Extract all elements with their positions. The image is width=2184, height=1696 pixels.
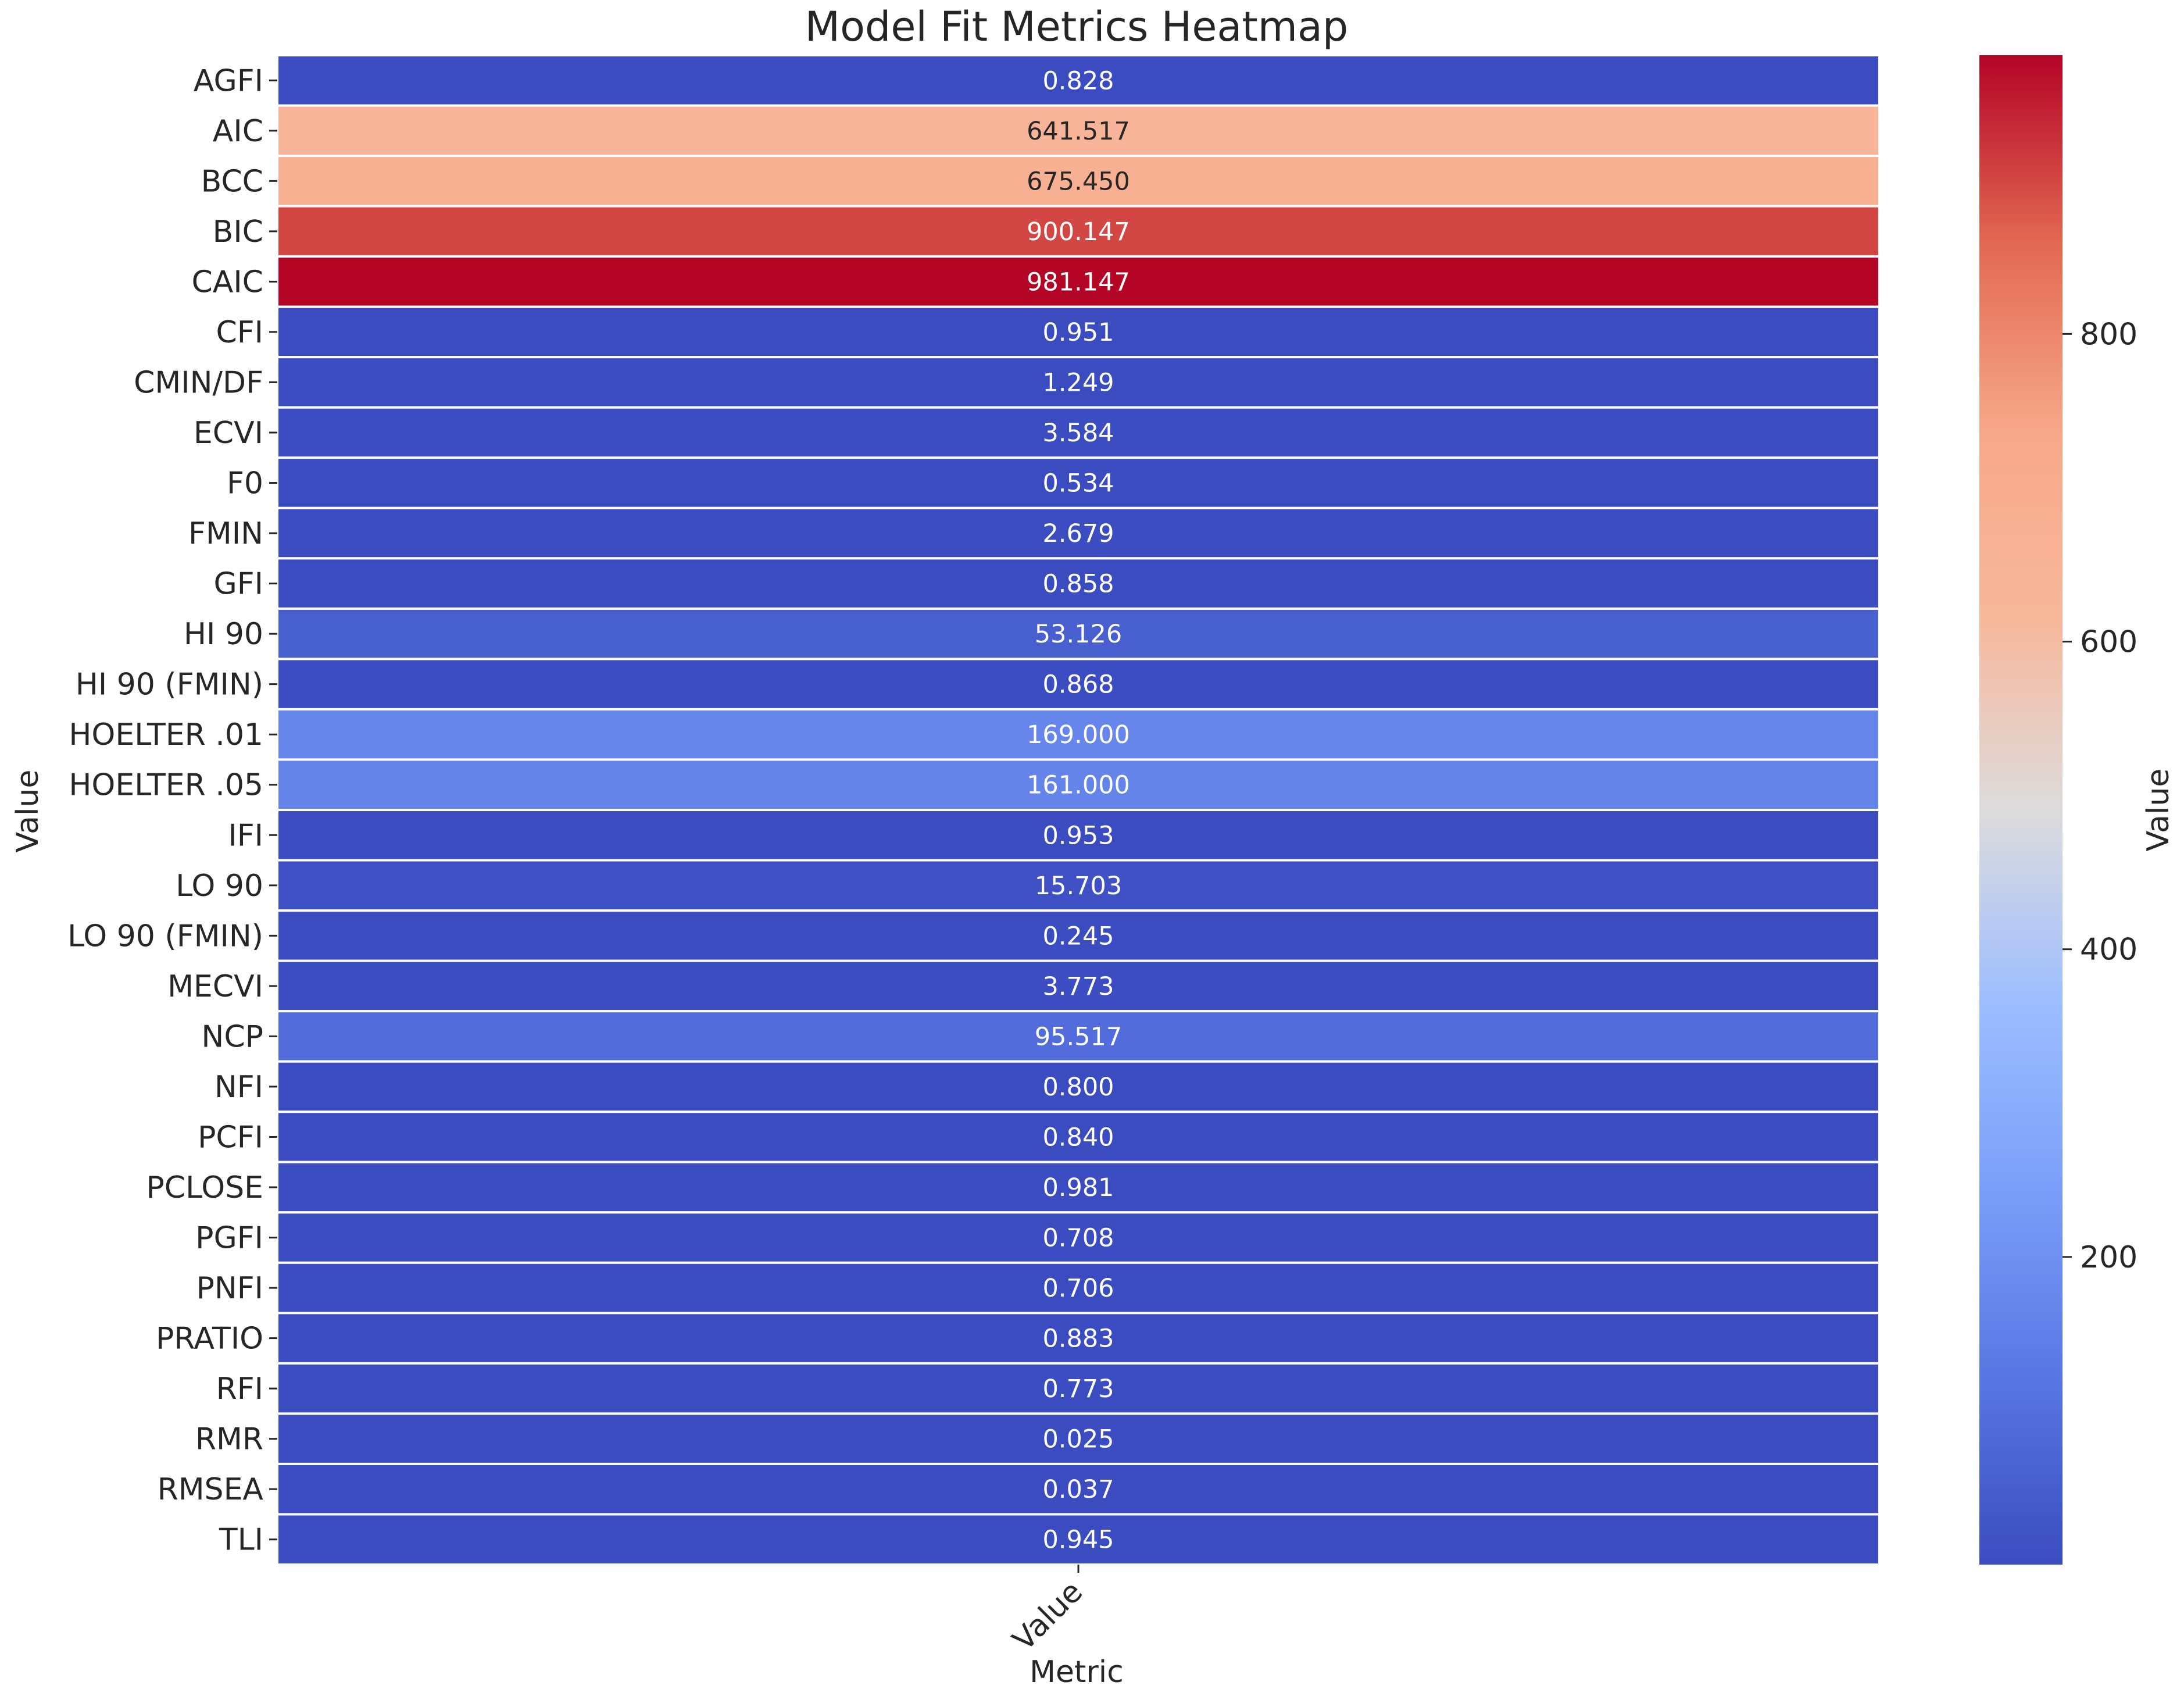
cell-value-label: 0.800 [1042, 1073, 1114, 1102]
heatmap-cell-gfi [276, 557, 1881, 610]
row-label-pcfi: PCFI [198, 1120, 263, 1155]
row-label-nfi: NFI [215, 1070, 263, 1105]
cell-value-label: 900.147 [1027, 217, 1130, 247]
row-label-aic: AIC [213, 114, 263, 149]
cell-value-label: 0.245 [1042, 922, 1114, 951]
heatmap-cell-rmsea [276, 1462, 1881, 1516]
row-labels: AGFI AIC BCC BIC CAIC CFI CMIN/DF ECVI F0 FMIN GFI… [67, 63, 277, 1558]
heatmap-cell-ncp [276, 1010, 1881, 1063]
cell-value-label: 0.981 [1042, 1173, 1114, 1202]
heatmap-cell-pclose [276, 1161, 1881, 1214]
cell-value-label: 0.840 [1042, 1123, 1114, 1152]
cell-value-label: 0.025 [1042, 1425, 1114, 1454]
heatmap-cell-aic [276, 104, 1881, 158]
row-label-rmsea: RMSEA [158, 1472, 264, 1507]
heatmap-cell-tli [276, 1513, 1881, 1566]
cell-value-label: 0.858 [1042, 570, 1114, 599]
colorbar-ticks: 200 400 600 800 [2063, 317, 2137, 1275]
row-label-hi-90: HI 90 [184, 617, 263, 652]
cell-value-label: 161.000 [1027, 771, 1130, 800]
cell-value-label: 3.773 [1042, 972, 1114, 1001]
row-label-cfi: CFI [216, 315, 263, 350]
y-axis-label: Value [10, 770, 45, 853]
row-label-lo-90: LO 90 [176, 869, 263, 904]
row-label-bic: BIC [213, 215, 263, 249]
row-label-hoelter-01: HOELTER .01 [69, 717, 263, 752]
column-label-value: Value [1006, 1574, 1089, 1658]
cell-value-label: 641.517 [1027, 117, 1130, 146]
row-label-gfi: GFI [213, 567, 263, 602]
colorbar-tick-label: 800 [2080, 317, 2137, 352]
row-label-lo-90-fmin: LO 90 (FMIN) [67, 919, 263, 954]
cell-value-label: 169.000 [1027, 720, 1130, 749]
cell-value-label: 981.147 [1027, 267, 1130, 297]
row-label-rmr: RMR [195, 1422, 263, 1457]
colorbar-tick-label: 400 [2080, 933, 2137, 967]
cell-value-label: 0.773 [1042, 1374, 1114, 1404]
row-label-fmin: FMIN [188, 516, 263, 551]
heatmap-cell-agfi [276, 54, 1881, 107]
cell-value-label: 53.126 [1035, 620, 1122, 649]
cell-value-label: 0.883 [1042, 1324, 1114, 1354]
cell-value-label: 0.953 [1042, 821, 1114, 850]
row-label-pratio: PRATIO [156, 1322, 263, 1356]
colorbar-label: Value [2141, 769, 2176, 852]
cell-value-label: 0.828 [1042, 66, 1114, 95]
row-label-agfi: AGFI [194, 63, 263, 98]
heatmap-cell-fmin [276, 506, 1881, 560]
cell-value-label: 3.584 [1042, 419, 1114, 448]
row-label-cmin-df: CMIN/DF [134, 365, 263, 400]
heatmap-cell-nfi [276, 1060, 1881, 1113]
colorbar [1979, 55, 2063, 1565]
heatmap-cell-pratio [276, 1312, 1881, 1365]
heatmap-cell-hi-90 [276, 607, 1881, 660]
colorbar-tick-label: 200 [2080, 1240, 2137, 1275]
cell-value-label: 0.706 [1042, 1274, 1114, 1303]
row-label-hi-90-fmin: HI 90 (FMIN) [76, 667, 263, 702]
cell-value-label: 1.249 [1042, 368, 1114, 397]
row-label-ifi: IFI [228, 818, 263, 853]
chart-title: Model Fit Metrics Heatmap [805, 3, 1349, 51]
x-axis-label: Metric [1030, 1655, 1124, 1690]
row-label-tli: TLI [219, 1523, 263, 1558]
row-label-caic: CAIC [191, 265, 263, 299]
row-label-ncp: NCP [201, 1019, 263, 1054]
cell-value-label: 0.708 [1042, 1224, 1114, 1253]
cell-value-label: 95.517 [1035, 1022, 1122, 1051]
heatmap-cell-bic [276, 205, 1881, 258]
heatmap-cell-rfi [276, 1362, 1881, 1415]
cell-value-label: 0.945 [1042, 1526, 1114, 1555]
row-label-mecvi: MECVI [167, 969, 263, 1004]
row-label-pclose: PCLOSE [146, 1170, 263, 1205]
row-label-hoelter-05: HOELTER .05 [69, 768, 263, 803]
cell-value-label: 0.037 [1042, 1475, 1114, 1504]
row-label-f0: F0 [227, 466, 263, 501]
row-label-pgfi: PGFI [195, 1221, 263, 1256]
cell-value-label: 0.951 [1042, 318, 1114, 347]
heatmap-cell-hoelter-01 [276, 708, 1881, 761]
colorbar-tick-label: 600 [2080, 624, 2137, 659]
cell-value-label: 0.534 [1042, 469, 1114, 498]
heatmap-cell-mecvi [276, 959, 1881, 1013]
row-label-pnfi: PNFI [196, 1271, 263, 1306]
cell-value-label: 0.868 [1042, 670, 1114, 699]
row-label-ecvi: ECVI [194, 416, 263, 451]
row-label-rfi: RFI [216, 1372, 263, 1406]
heatmap-cell-pcfi [276, 1111, 1881, 1163]
cell-value-label: 15.703 [1035, 872, 1122, 901]
cell-value-label: 675.450 [1027, 167, 1130, 196]
row-label-bcc: BCC [201, 164, 263, 199]
cell-value-label: 2.679 [1042, 519, 1114, 548]
heatmap-cell-rmr [276, 1412, 1881, 1465]
column-labels: Value [1006, 1565, 1089, 1658]
heatmap-cells: 0.828 641.517 675.450 900.147 981.147 0.951 1.… [276, 54, 1881, 1566]
